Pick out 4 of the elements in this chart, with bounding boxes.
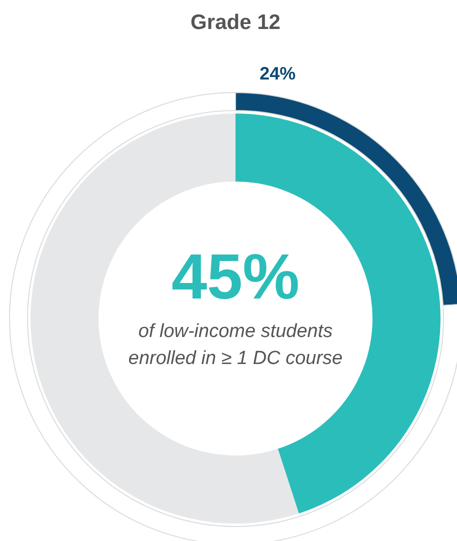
text: of low-income students enrolled in ≥ 1 DC course [128, 321, 343, 369]
data-label: 24% [260, 63, 296, 84]
chart-title: Grade 12 [190, 11, 280, 34]
text: 45% [171, 240, 300, 312]
